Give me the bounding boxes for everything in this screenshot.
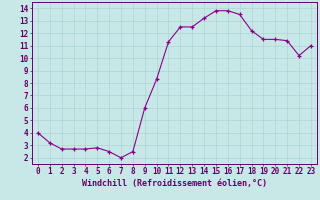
X-axis label: Windchill (Refroidissement éolien,°C): Windchill (Refroidissement éolien,°C) — [82, 179, 267, 188]
